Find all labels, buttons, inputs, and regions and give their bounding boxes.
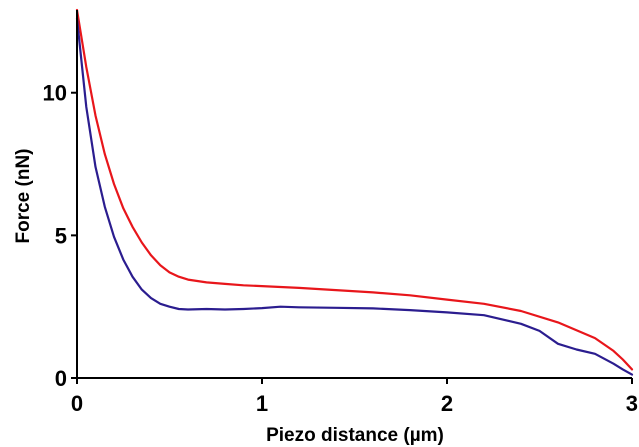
series-line-1 bbox=[75, 8, 634, 371]
plot-lines bbox=[75, 8, 634, 376]
y-tick-label: 0 bbox=[55, 366, 67, 391]
x-axis-ticks: 0 1 2 3 bbox=[71, 378, 638, 416]
x-tick-label: 1 bbox=[256, 391, 268, 416]
y-tick-label: 10 bbox=[43, 81, 67, 106]
y-axis-title: Force (nN) bbox=[13, 149, 34, 244]
y-tick-label: 5 bbox=[55, 223, 67, 248]
x-tick-label: 2 bbox=[441, 391, 453, 416]
x-axis-title: Piezo distance (µm) bbox=[266, 425, 444, 446]
x-tick-label: 3 bbox=[626, 391, 638, 416]
series-line-2 bbox=[75, 17, 634, 376]
x-tick-label: 0 bbox=[71, 391, 83, 416]
y-axis-ticks: 0 5 10 bbox=[43, 81, 77, 391]
